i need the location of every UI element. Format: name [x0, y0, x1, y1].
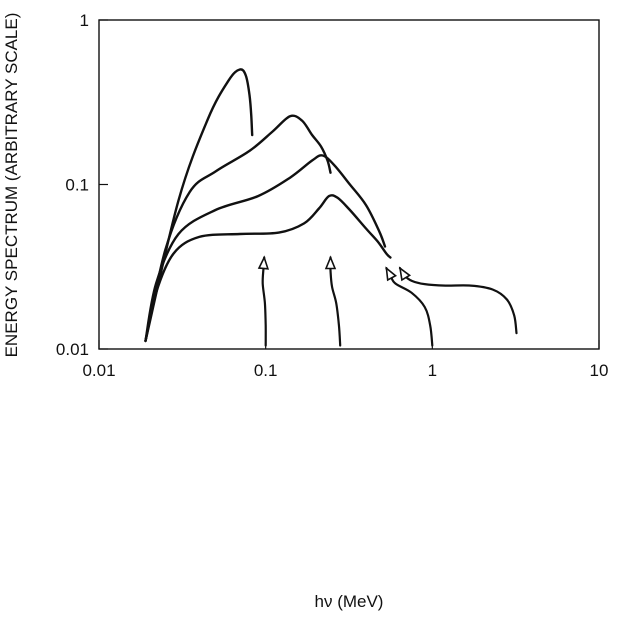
series-line — [144, 114, 332, 343]
source-line-arrow — [329, 256, 342, 347]
y-tick-label: 0.1 — [65, 176, 89, 195]
y-tick-label: 1 — [80, 11, 89, 30]
x-tick-label: 1 — [428, 361, 437, 380]
arrowhead — [398, 266, 412, 282]
source-line-arrow — [261, 256, 267, 347]
x-tick-label: 10 — [590, 361, 609, 380]
y-tick-label: 0.01 — [56, 340, 89, 359]
y-axis-title: ENERGY SPECTRUM (ARBITRARY SCALE) — [2, 13, 21, 358]
arrowhead — [257, 255, 270, 270]
series-line — [144, 154, 387, 343]
source-line-arrow — [398, 267, 518, 335]
tick-label-group: 0.01 0.1 1 10 0.01 0.1 1 — [56, 11, 609, 380]
series-line — [144, 194, 392, 343]
series-group — [144, 68, 518, 347]
x-axis-title: hν (MeV) — [315, 592, 384, 611]
arrowhead — [385, 266, 398, 282]
series-line — [144, 68, 254, 343]
x-tick-label: 0.1 — [254, 361, 278, 380]
arrowhead — [324, 255, 337, 270]
x-tick-label: 0.01 — [82, 361, 115, 380]
